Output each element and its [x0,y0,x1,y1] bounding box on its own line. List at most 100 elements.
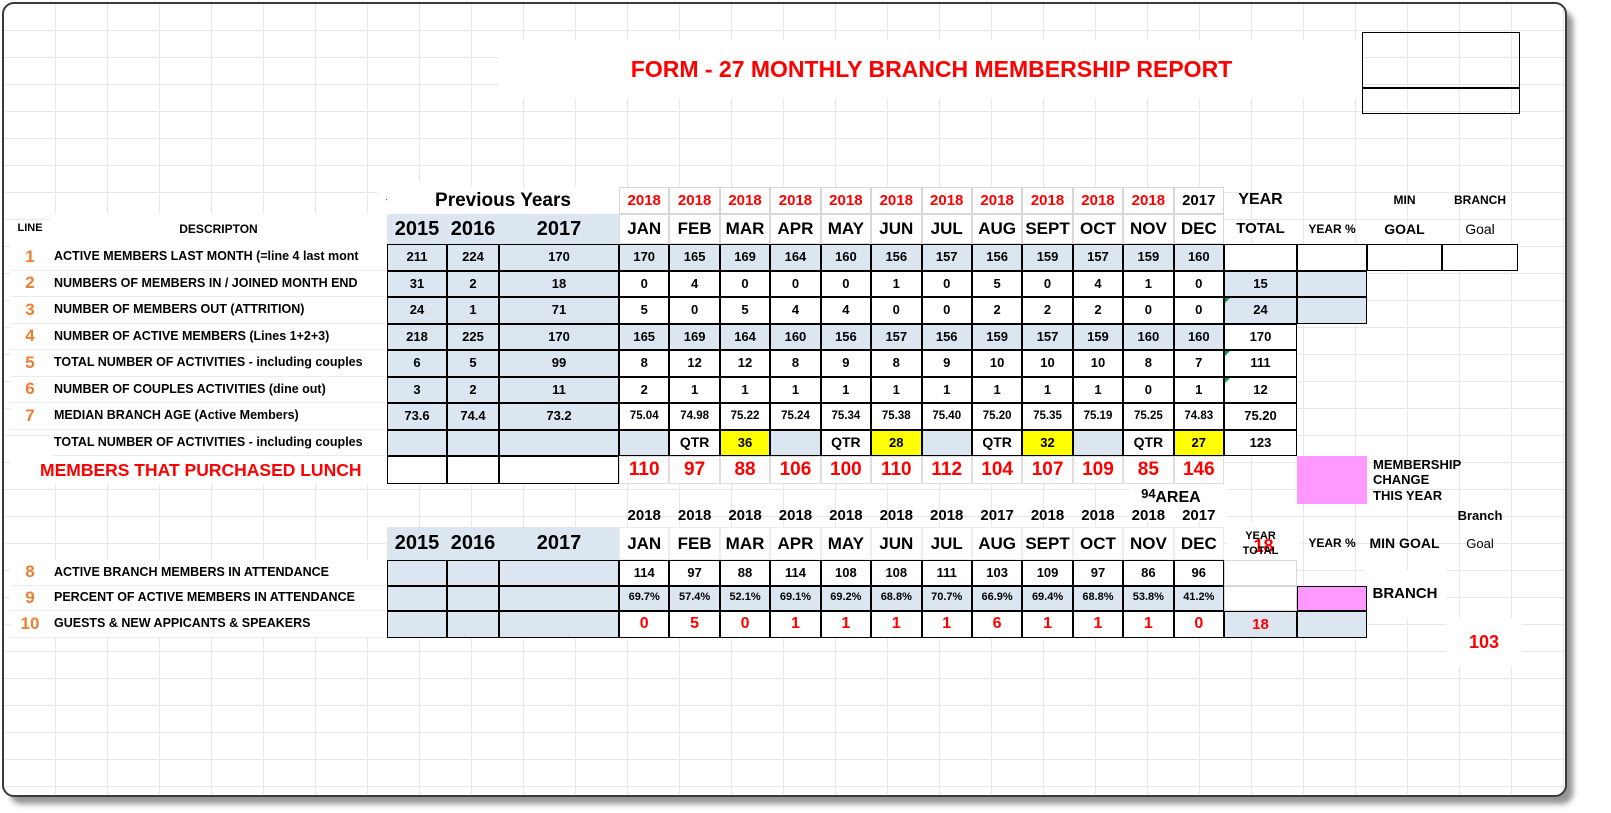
year-total-cell[interactable]: 170 [1224,323,1297,350]
note-value-cell[interactable]: 94 [1141,485,1156,501]
month-value-cell[interactable]: 68.8% [1072,585,1124,611]
attendance-pct-highlight-cell[interactable] [1297,585,1367,611]
month-header-cell[interactable]: DEC [1173,527,1224,560]
month-value-cell[interactable]: 114 [619,560,670,586]
month-header-cell[interactable]: MAY [820,527,872,560]
month-year-header-cell[interactable]: 2018 [1081,506,1115,524]
quarter-value-cell[interactable]: QTR [820,429,872,456]
lunch-value-cell[interactable]: 104 [971,456,1023,484]
month-header-cell[interactable]: OCT [1072,214,1124,244]
prev-value-cell[interactable]: 6 [387,350,447,377]
month-value-cell[interactable]: 1 [871,376,922,403]
month-value-cell[interactable]: 0 [619,270,670,297]
month-value-cell[interactable]: 157 [921,244,972,271]
month-year-header-cell[interactable]: 2018 [829,506,863,524]
month-value-cell[interactable]: 97 [1072,560,1124,586]
quarter-value-cell[interactable]: 32 [1022,429,1073,456]
month-value-cell[interactable]: 165 [619,323,670,350]
month-value-cell[interactable]: 114 [770,560,821,586]
month-value-cell[interactable]: 0 [820,270,872,297]
month-value-cell[interactable]: 9 [921,350,972,377]
min-goal-cell[interactable] [1367,244,1442,271]
prev-value-cell[interactable] [499,585,619,611]
month-value-cell[interactable]: 157 [1022,323,1073,350]
month-value-cell[interactable]: 1 [1123,611,1174,638]
year-pct-cell[interactable] [1297,270,1367,297]
month-year-header-cell[interactable]: 2018 [879,506,913,524]
lunch-value-cell[interactable]: 109 [1072,456,1124,484]
month-value-cell[interactable]: 69.4% [1022,585,1073,611]
month-header-cell[interactable]: MAR [719,214,771,244]
month-value-cell[interactable]: 1 [1123,270,1174,297]
month-value-cell[interactable]: 4 [820,297,872,324]
month-value-cell[interactable]: 1 [871,611,922,638]
month-value-cell[interactable]: 96 [1173,560,1224,586]
lunch-value-cell[interactable]: 110 [871,456,922,484]
month-year-header-cell[interactable]: 2018 [820,187,872,214]
month-header-cell[interactable]: DEC [1173,214,1224,244]
prev-value-cell[interactable] [387,560,447,586]
prev-value-cell[interactable]: 71 [499,297,619,324]
month-value-cell[interactable]: 1 [871,270,922,297]
month-year-header-cell[interactable]: 2018 [921,187,972,214]
month-value-cell[interactable]: 1 [719,376,771,403]
month-year-header-cell[interactable]: 2018 [728,506,762,524]
month-value-cell[interactable]: 52.1% [719,585,771,611]
month-value-cell[interactable]: 2 [971,297,1023,324]
prev-value-cell[interactable] [447,611,499,638]
prev-year-header-cell[interactable]: 2016 [447,214,499,244]
month-value-cell[interactable]: 12 [719,350,771,377]
month-value-cell[interactable]: 165 [669,244,720,271]
month-value-cell[interactable]: 156 [871,244,922,271]
month-value-cell[interactable]: 8 [770,350,821,377]
prev-value-cell[interactable]: 73.6 [387,403,447,430]
month-value-cell[interactable]: 75.35 [1022,403,1073,430]
month-header-cell[interactable]: JAN [619,527,670,560]
prev-value-cell[interactable]: 170 [499,323,619,350]
month-value-cell[interactable]: 75.25 [1123,403,1174,430]
prev-value-cell[interactable]: 218 [387,323,447,350]
month-value-cell[interactable]: 74.83 [1173,403,1224,430]
month-value-cell[interactable]: 164 [719,323,771,350]
year-total-cell[interactable]: 75.20 [1224,403,1297,430]
quarter-value-cell[interactable] [921,429,972,456]
month-value-cell[interactable]: 170 [619,244,670,271]
month-year-header-cell[interactable]: 2018 [719,187,771,214]
year-total-cell[interactable]: 111 [1224,350,1297,377]
month-header-cell[interactable]: JUN [871,527,922,560]
month-value-cell[interactable]: 1 [1173,376,1224,403]
month-header-cell[interactable]: JUL [921,527,972,560]
prev-value-cell[interactable]: 18 [499,270,619,297]
month-value-cell[interactable]: 0 [669,297,720,324]
quarter-value-cell[interactable]: 28 [871,429,922,456]
month-value-cell[interactable]: 103 [971,560,1023,586]
quarter-value-cell[interactable]: QTR [971,429,1023,456]
note-value-cell[interactable] [770,484,820,505]
month-year-header-cell[interactable]: 2018 [1030,506,1065,524]
lunch-value-cell[interactable]: 112 [921,456,972,484]
prev-year-header-cell[interactable]: 2016 [447,527,499,560]
prev-value-cell[interactable]: 99 [499,350,619,377]
month-value-cell[interactable]: 8 [619,350,670,377]
month-value-cell[interactable]: 0 [719,270,771,297]
month-value-cell[interactable]: 8 [871,350,922,377]
month-value-cell[interactable]: 0 [1123,376,1174,403]
month-value-cell[interactable]: 97 [669,560,720,586]
month-value-cell[interactable]: 10 [971,350,1023,377]
year-pct-cell[interactable] [1297,244,1367,271]
prev-value-cell[interactable]: 224 [447,244,499,271]
month-value-cell[interactable]: 4 [669,270,720,297]
year-total-cell[interactable]: 123 [1224,429,1297,456]
month-value-cell[interactable]: 160 [1173,323,1224,350]
note-value-cell[interactable] [922,484,972,505]
month-year-header-cell[interactable]: 2018 [677,506,712,524]
month-header-cell[interactable]: SEPT [1022,527,1073,560]
month-value-cell[interactable]: 8 [1123,350,1174,377]
month-value-cell[interactable]: 0 [770,270,821,297]
month-value-cell[interactable]: 2 [1022,297,1073,324]
month-header-cell[interactable]: MAY [820,214,872,244]
note-value-cell[interactable] [1022,484,1072,505]
prev-value-cell[interactable]: 2 [447,376,499,403]
prev-value-cell[interactable] [499,560,619,586]
month-value-cell[interactable]: 160 [1173,244,1224,271]
